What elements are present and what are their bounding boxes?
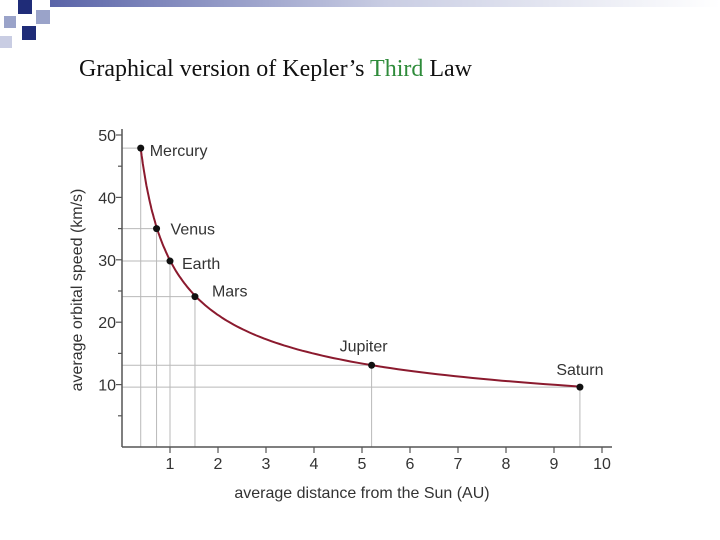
point-label-venus: Venus (171, 222, 215, 239)
data-point-saturn (576, 383, 584, 391)
x-tick-label: 2 (214, 456, 223, 473)
y-axis-title: average orbital speed (km/s) (69, 189, 86, 392)
data-point-earth (166, 257, 174, 265)
x-tick-label: 4 (310, 456, 319, 473)
x-tick-label: 6 (406, 456, 415, 473)
point-label-mars: Mars (212, 284, 248, 301)
x-tick-label: 1 (166, 456, 175, 473)
speed-curve (139, 147, 580, 388)
data-point-jupiter (368, 361, 376, 369)
x-tick-label: 10 (593, 456, 611, 473)
title-prefix: Graphical version of Kepler’s (79, 56, 371, 82)
tick-labels: 1 2 3 4 5 6 7 8 9 10 10 20 30 40 50 (98, 128, 611, 473)
x-tick-label: 9 (550, 456, 559, 473)
point-label-jupiter: Jupiter (340, 338, 389, 355)
x-tick-label: 5 (358, 456, 367, 473)
data-point-mars (191, 293, 199, 301)
data-points: Mercury Venus Earth Mars Jupiter Saturn (137, 143, 603, 391)
title-accent-word: Third (370, 56, 424, 82)
title-suffix: Law (423, 56, 473, 82)
y-tick-label: 50 (98, 128, 116, 145)
y-tick-label: 40 (98, 190, 116, 207)
x-tick-label: 8 (502, 456, 511, 473)
y-tick-label: 10 (98, 378, 116, 395)
y-tick-label: 30 (98, 253, 116, 270)
grid-lines (122, 147, 581, 447)
x-tick-label: 3 (262, 456, 271, 473)
x-axis-title: average distance from the Sun (AU) (234, 485, 489, 502)
slide-title: Graphical version of Kepler’s Third Law (79, 56, 472, 83)
data-point-mercury (137, 144, 145, 152)
x-tick-label: 7 (454, 456, 463, 473)
point-label-earth: Earth (182, 256, 220, 273)
y-tick-label: 20 (98, 315, 116, 332)
axes (116, 129, 612, 453)
point-label-saturn: Saturn (556, 362, 603, 379)
point-label-mercury: Mercury (150, 143, 208, 160)
data-point-venus (153, 225, 161, 233)
